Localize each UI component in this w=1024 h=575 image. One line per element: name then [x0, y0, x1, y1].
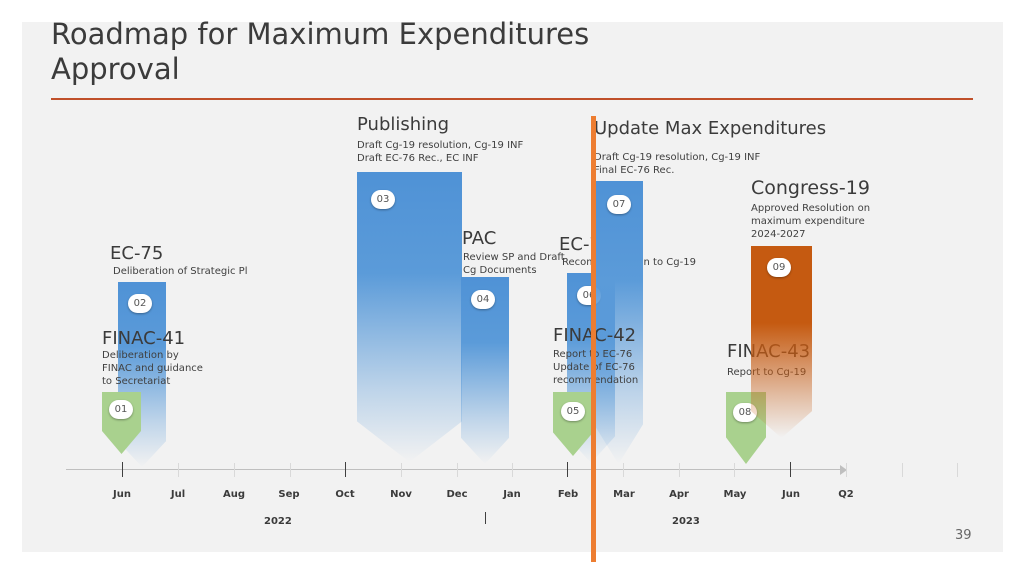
- update-max-desc: Draft Cg-19 resolution, Cg-19 INF Final …: [594, 151, 794, 177]
- page-number: 39: [955, 528, 972, 543]
- slide-title: Roadmap for Maximum Expenditures Approva…: [51, 17, 590, 86]
- finac42-desc: Report to EC-76 Update of EC-76 recommen…: [553, 348, 663, 387]
- timeline-tick: [178, 463, 179, 477]
- month-label: Jul: [170, 489, 186, 500]
- month-label: Jun: [113, 489, 131, 500]
- month-label: Oct: [335, 489, 355, 500]
- month-label: Aug: [222, 489, 246, 500]
- finac41-desc: Deliberation by FINAC and guidance to Se…: [102, 349, 222, 388]
- timeline-arrow-icon: [840, 465, 847, 475]
- month-label: Apr: [669, 489, 689, 500]
- year-label-2023: 2023: [672, 516, 700, 527]
- timeline-axis: [66, 469, 842, 470]
- publishing-desc-line: Draft EC-76 Rec., EC INF: [357, 153, 479, 164]
- month-label: Q2: [838, 489, 854, 500]
- publishing-desc: Draft Cg-19 resolution, Cg-19 INF Draft …: [357, 139, 557, 165]
- congress19-badge: 09: [767, 258, 791, 277]
- title-underline: [51, 98, 973, 100]
- finac42-desc-line: recommendation: [553, 374, 663, 387]
- timeline-tick: [957, 463, 958, 477]
- timeline-tick: [457, 463, 458, 477]
- finac42-badge: 05: [561, 402, 585, 421]
- update-max-title: Update Max Expenditures: [594, 118, 827, 139]
- finac41-desc-line: FINAC and guidance: [102, 363, 203, 374]
- update-max-bar: [594, 181, 643, 464]
- finac41-title: FINAC-41: [102, 328, 186, 349]
- timeline-tick: [512, 463, 513, 477]
- timeline-tick: [567, 462, 568, 477]
- pac-badge: 04: [471, 290, 495, 309]
- timeline-tick: [679, 463, 680, 477]
- timeline-tick: [345, 462, 346, 477]
- finac42-desc-line: Report to EC-76: [553, 349, 633, 360]
- ec75-badge: 02: [128, 294, 152, 313]
- month-label: Jan: [503, 489, 521, 500]
- finac41-badge: 01: [109, 400, 133, 419]
- congress19-bar: [751, 246, 812, 438]
- publishing-desc-line: Draft Cg-19 resolution, Cg-19 INF: [357, 140, 524, 151]
- month-label: Mar: [613, 489, 635, 500]
- timeline-tick: [401, 463, 402, 477]
- finac41-desc-line: to Secretariat: [102, 376, 171, 387]
- month-label: Jun: [782, 489, 800, 500]
- congress19-desc-line: Approved Resolution on: [751, 203, 871, 214]
- ec75-title: EC-75: [110, 243, 164, 264]
- congress19-desc: Approved Resolution on maximum expenditu…: [751, 202, 891, 241]
- month-label: Feb: [557, 489, 579, 500]
- month-label: Nov: [390, 489, 412, 500]
- finac42-desc-line: Update of EC-76: [553, 362, 635, 373]
- pac-title: PAC: [462, 228, 497, 249]
- timeline-tick: [122, 462, 123, 477]
- update-max-badge: 07: [607, 195, 631, 214]
- congress19-desc-line: maximum expenditure: [751, 216, 865, 227]
- month-label: Sep: [278, 489, 300, 500]
- pac-desc: Review SP and Draft Cg Documents: [463, 251, 573, 277]
- update-max-desc-line: Draft Cg-19 resolution, Cg-19 INF: [594, 152, 761, 163]
- update-max-desc-line: Final EC-76 Rec.: [594, 165, 675, 176]
- timeline-tick: [234, 463, 235, 477]
- timeline-tick: [846, 463, 847, 477]
- timeline-tick: [290, 463, 291, 477]
- ec75-desc: Deliberation of Strategic Pl: [113, 266, 248, 277]
- pac-desc-line: Review SP and Draft: [463, 252, 565, 263]
- publishing-badge: 03: [371, 190, 395, 209]
- publishing-title: Publishing: [357, 114, 449, 135]
- year-label-2022: 2022: [264, 516, 292, 527]
- publishing-bar: [357, 172, 462, 462]
- today-marker: [591, 116, 596, 562]
- timeline-tick: [734, 463, 735, 477]
- congress19-desc-line: 2024-2027: [751, 229, 806, 240]
- timeline-tick: [902, 463, 903, 477]
- month-label: Dec: [446, 489, 468, 500]
- month-label: May: [723, 489, 747, 500]
- finac41-desc-line: Deliberation by: [102, 350, 179, 361]
- year-divider: [485, 512, 486, 524]
- timeline-tick: [623, 463, 624, 477]
- pac-desc-line: Cg Documents: [463, 265, 537, 276]
- timeline-tick: [790, 462, 791, 477]
- congress19-title: Congress-19: [751, 177, 870, 199]
